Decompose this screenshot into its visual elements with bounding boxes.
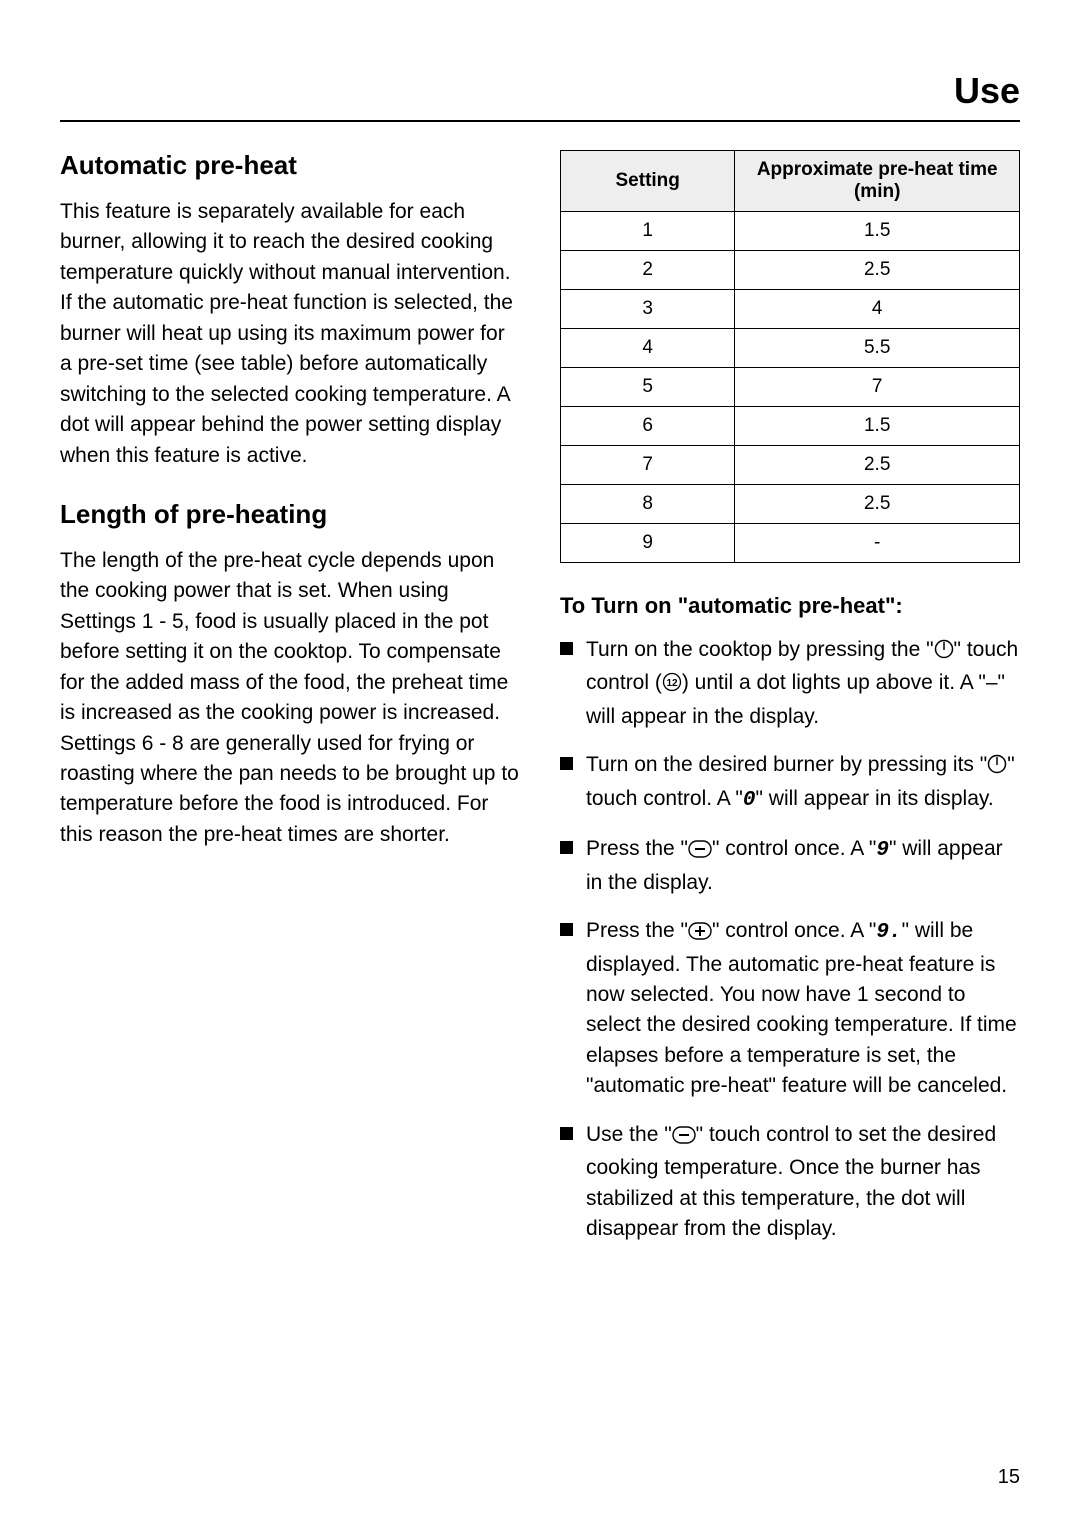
column-left: Automatic pre-heat This feature is separ… xyxy=(60,150,520,1262)
table-row: 34 xyxy=(561,290,1020,329)
minus-icon xyxy=(688,837,712,867)
table-row: 22.5 xyxy=(561,251,1020,290)
display-digit: 9. xyxy=(876,921,901,944)
table-header-row: Setting Approximate pre-heat time (min) xyxy=(561,151,1020,212)
list-item: Turn on the desired burner by pressing i… xyxy=(560,750,1020,816)
list-item: Turn on the cooktop by pressing the "" t… xyxy=(560,635,1020,732)
table-row: 57 xyxy=(561,368,1020,407)
table-row: 11.5 xyxy=(561,212,1020,251)
table-cell: 2 xyxy=(561,251,735,290)
table-row: 72.5 xyxy=(561,446,1020,485)
content-columns: Automatic pre-heat This feature is separ… xyxy=(60,150,1020,1262)
preheat-time-table: Setting Approximate pre-heat time (min) … xyxy=(560,150,1020,563)
list-item: Press the "" control once. A "9" will ap… xyxy=(560,834,1020,898)
table-cell: 4 xyxy=(735,290,1020,329)
paragraph-automatic-preheat: This feature is separately available for… xyxy=(60,197,520,471)
plus-icon xyxy=(688,919,712,949)
table-row: 61.5 xyxy=(561,407,1020,446)
table-cell: 7 xyxy=(561,446,735,485)
svg-text:12: 12 xyxy=(666,678,678,689)
paragraph-length-preheating: The length of the pre-heat cycle depends… xyxy=(60,546,520,850)
table-cell: 6 xyxy=(561,407,735,446)
table-cell: 8 xyxy=(561,485,735,524)
circled12-icon: 12 xyxy=(662,671,682,701)
table-cell: 5.5 xyxy=(735,329,1020,368)
list-item: Press the "" control once. A "9." will b… xyxy=(560,916,1020,1102)
table-row: 82.5 xyxy=(561,485,1020,524)
table-row: 45.5 xyxy=(561,329,1020,368)
page-header: Use xyxy=(60,70,1020,122)
table-header-setting: Setting xyxy=(561,151,735,212)
table-cell: - xyxy=(735,524,1020,563)
table-cell: 5 xyxy=(561,368,735,407)
table-cell: 7 xyxy=(735,368,1020,407)
heading-automatic-preheat: Automatic pre-heat xyxy=(60,150,520,181)
power-icon xyxy=(934,638,954,668)
table-cell: 2.5 xyxy=(735,251,1020,290)
instruction-list: Turn on the cooktop by pressing the "" t… xyxy=(560,635,1020,1244)
table-cell: 1 xyxy=(561,212,735,251)
table-cell: 1.5 xyxy=(735,212,1020,251)
table-cell: 2.5 xyxy=(735,485,1020,524)
page-number: 15 xyxy=(998,1466,1020,1489)
table-cell: 1.5 xyxy=(735,407,1020,446)
power-icon xyxy=(987,753,1007,783)
heading-turn-on-instructions: To Turn on "automatic pre-heat": xyxy=(560,593,1020,619)
display-digit: 0 xyxy=(743,789,756,812)
table-row: 9- xyxy=(561,524,1020,563)
table-cell: 3 xyxy=(561,290,735,329)
display-digit: 9 xyxy=(876,839,889,862)
minus-icon xyxy=(672,1123,696,1153)
column-right: Setting Approximate pre-heat time (min) … xyxy=(560,150,1020,1262)
list-item: Use the "" touch control to set the desi… xyxy=(560,1120,1020,1245)
heading-length-preheating: Length of pre-heating xyxy=(60,499,520,530)
table-header-time: Approximate pre-heat time (min) xyxy=(735,151,1020,212)
page-title: Use xyxy=(954,70,1020,111)
table-cell: 9 xyxy=(561,524,735,563)
table-cell: 4 xyxy=(561,329,735,368)
table-cell: 2.5 xyxy=(735,446,1020,485)
